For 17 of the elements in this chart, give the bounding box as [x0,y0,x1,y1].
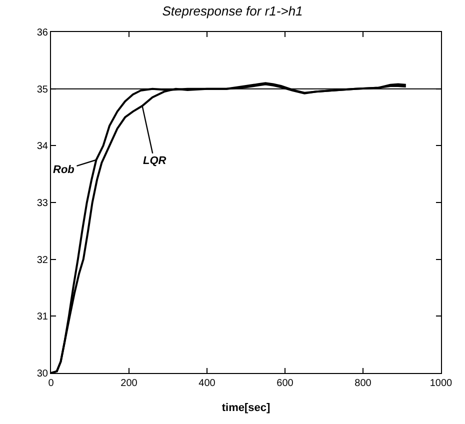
annotation: LQR [143,155,166,167]
y-tick-label: 33 [36,198,48,209]
y-tick-label: 30 [36,368,48,380]
x-axis-title: time[sec] [222,402,270,414]
chart-title: Stepresponse for r1->h1 [162,3,303,18]
y-tick-label: 32 [36,254,48,266]
y-tick-label: 36 [36,28,48,38]
y-tick-label: 31 [36,312,48,323]
x-tick-label: 800 [354,378,372,389]
y-tick-label: 34 [36,141,48,152]
annotation: Rob [53,164,75,176]
x-tick-label: 1000 [430,378,453,389]
x-tick-label: 400 [198,378,216,389]
x-tick-label: 600 [276,378,294,389]
x-tick-label: 0 [48,378,54,389]
x-tick-label: 200 [120,378,138,389]
y-tick-label: 35 [36,84,48,96]
